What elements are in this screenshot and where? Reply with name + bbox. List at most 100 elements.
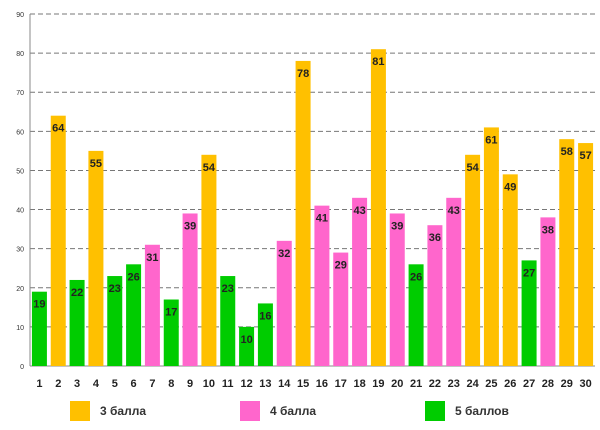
data-label: 49 bbox=[504, 181, 516, 193]
bar bbox=[276, 240, 292, 366]
data-label: 39 bbox=[391, 220, 403, 232]
data-label: 23 bbox=[109, 283, 121, 295]
x-tick-label: 1 bbox=[36, 378, 42, 390]
data-label: 17 bbox=[165, 307, 177, 319]
bar bbox=[257, 303, 273, 366]
x-tick-label: 10 bbox=[203, 378, 215, 390]
data-label: 32 bbox=[278, 248, 290, 260]
data-label: 31 bbox=[146, 252, 158, 264]
data-label: 36 bbox=[429, 232, 441, 244]
data-label: 58 bbox=[561, 146, 573, 158]
x-tick-label: 4 bbox=[93, 378, 100, 390]
bar bbox=[69, 279, 85, 366]
bar bbox=[50, 115, 66, 366]
bar bbox=[31, 291, 47, 366]
data-label: 10 bbox=[240, 334, 252, 346]
legend-label-4-balla: 4 балла bbox=[270, 404, 317, 418]
data-label: 16 bbox=[259, 310, 271, 322]
bar bbox=[220, 276, 236, 366]
x-tick-label: 23 bbox=[448, 378, 460, 390]
y-tick-label: 20 bbox=[16, 286, 24, 293]
x-tick-label: 13 bbox=[259, 378, 271, 390]
x-tick-label: 5 bbox=[112, 378, 118, 390]
bar bbox=[559, 139, 575, 366]
bar bbox=[465, 154, 481, 366]
data-label: 43 bbox=[448, 205, 460, 217]
data-label: 81 bbox=[372, 56, 384, 68]
bar bbox=[502, 174, 518, 366]
bar bbox=[182, 213, 198, 366]
legend-swatch-4-balla bbox=[240, 401, 260, 421]
x-tick-label: 20 bbox=[391, 378, 403, 390]
x-tick-label: 26 bbox=[504, 378, 516, 390]
x-tick-label: 7 bbox=[149, 378, 155, 390]
x-tick-label: 2 bbox=[55, 378, 61, 390]
legend-label-5-ballov: 5 баллов bbox=[455, 404, 509, 418]
bar bbox=[144, 244, 160, 366]
y-tick-label: 90 bbox=[16, 12, 24, 19]
x-tick-label: 6 bbox=[131, 378, 137, 390]
bar bbox=[295, 60, 311, 366]
legend-swatch-5-ballov bbox=[425, 401, 445, 421]
data-label: 54 bbox=[466, 162, 479, 174]
x-tick-label: 15 bbox=[297, 378, 309, 390]
y-tick-label: 30 bbox=[16, 247, 24, 254]
bar bbox=[446, 197, 462, 366]
legend-item-4-balla: 4 балла bbox=[240, 400, 316, 422]
data-label: 78 bbox=[297, 68, 309, 80]
data-label: 57 bbox=[579, 150, 591, 162]
bar bbox=[126, 264, 142, 366]
bar bbox=[389, 213, 405, 366]
data-label: 39 bbox=[184, 220, 196, 232]
bar bbox=[333, 252, 349, 366]
x-tick-label: 19 bbox=[372, 378, 384, 390]
y-tick-label: 60 bbox=[16, 129, 24, 136]
data-label: 41 bbox=[316, 213, 328, 225]
x-tick-label: 8 bbox=[168, 378, 174, 390]
bar bbox=[88, 150, 104, 366]
legend-item-5-ballov: 5 баллов bbox=[425, 400, 509, 422]
x-tick-label: 16 bbox=[316, 378, 328, 390]
data-label: 27 bbox=[523, 267, 535, 279]
y-tick-label: 40 bbox=[16, 208, 24, 215]
data-label: 22 bbox=[71, 287, 83, 299]
x-tick-label: 25 bbox=[485, 378, 497, 390]
data-label: 61 bbox=[485, 134, 497, 146]
bar bbox=[107, 276, 123, 366]
x-tick-label: 12 bbox=[240, 378, 252, 390]
x-tick-label: 28 bbox=[542, 378, 554, 390]
bar bbox=[352, 197, 368, 366]
x-tick-label: 11 bbox=[222, 378, 234, 390]
bar bbox=[163, 299, 179, 366]
y-tick-label: 0 bbox=[20, 364, 24, 371]
data-label: 23 bbox=[222, 283, 234, 295]
x-tick-label: 27 bbox=[523, 378, 535, 390]
bar bbox=[483, 127, 499, 366]
data-label: 43 bbox=[353, 205, 365, 217]
x-tick-label: 24 bbox=[466, 378, 479, 390]
data-label: 29 bbox=[335, 260, 347, 272]
x-tick-label: 17 bbox=[335, 378, 347, 390]
bar bbox=[370, 49, 386, 366]
x-tick-label: 21 bbox=[410, 378, 422, 390]
y-tick-label: 50 bbox=[16, 168, 24, 175]
legend-swatch-3-balla bbox=[70, 401, 90, 421]
bar bbox=[201, 154, 217, 366]
bar bbox=[427, 225, 443, 366]
x-tick-label: 14 bbox=[278, 378, 291, 390]
y-tick-label: 10 bbox=[16, 325, 24, 332]
bar bbox=[239, 326, 255, 366]
x-tick-label: 3 bbox=[74, 378, 80, 390]
x-tick-label: 18 bbox=[353, 378, 365, 390]
x-tick-label: 29 bbox=[561, 378, 573, 390]
y-tick-label: 70 bbox=[16, 90, 24, 97]
bar bbox=[578, 143, 594, 366]
data-label: 64 bbox=[52, 123, 65, 135]
bar bbox=[314, 205, 330, 366]
bar-chart: 0102030405060708090191642223554235266317… bbox=[16, 12, 595, 390]
x-tick-label: 30 bbox=[579, 378, 591, 390]
legend-label-3-balla: 3 балла bbox=[100, 404, 147, 418]
data-label: 38 bbox=[542, 224, 554, 236]
x-tick-label: 22 bbox=[429, 378, 441, 390]
data-label: 19 bbox=[33, 299, 45, 311]
